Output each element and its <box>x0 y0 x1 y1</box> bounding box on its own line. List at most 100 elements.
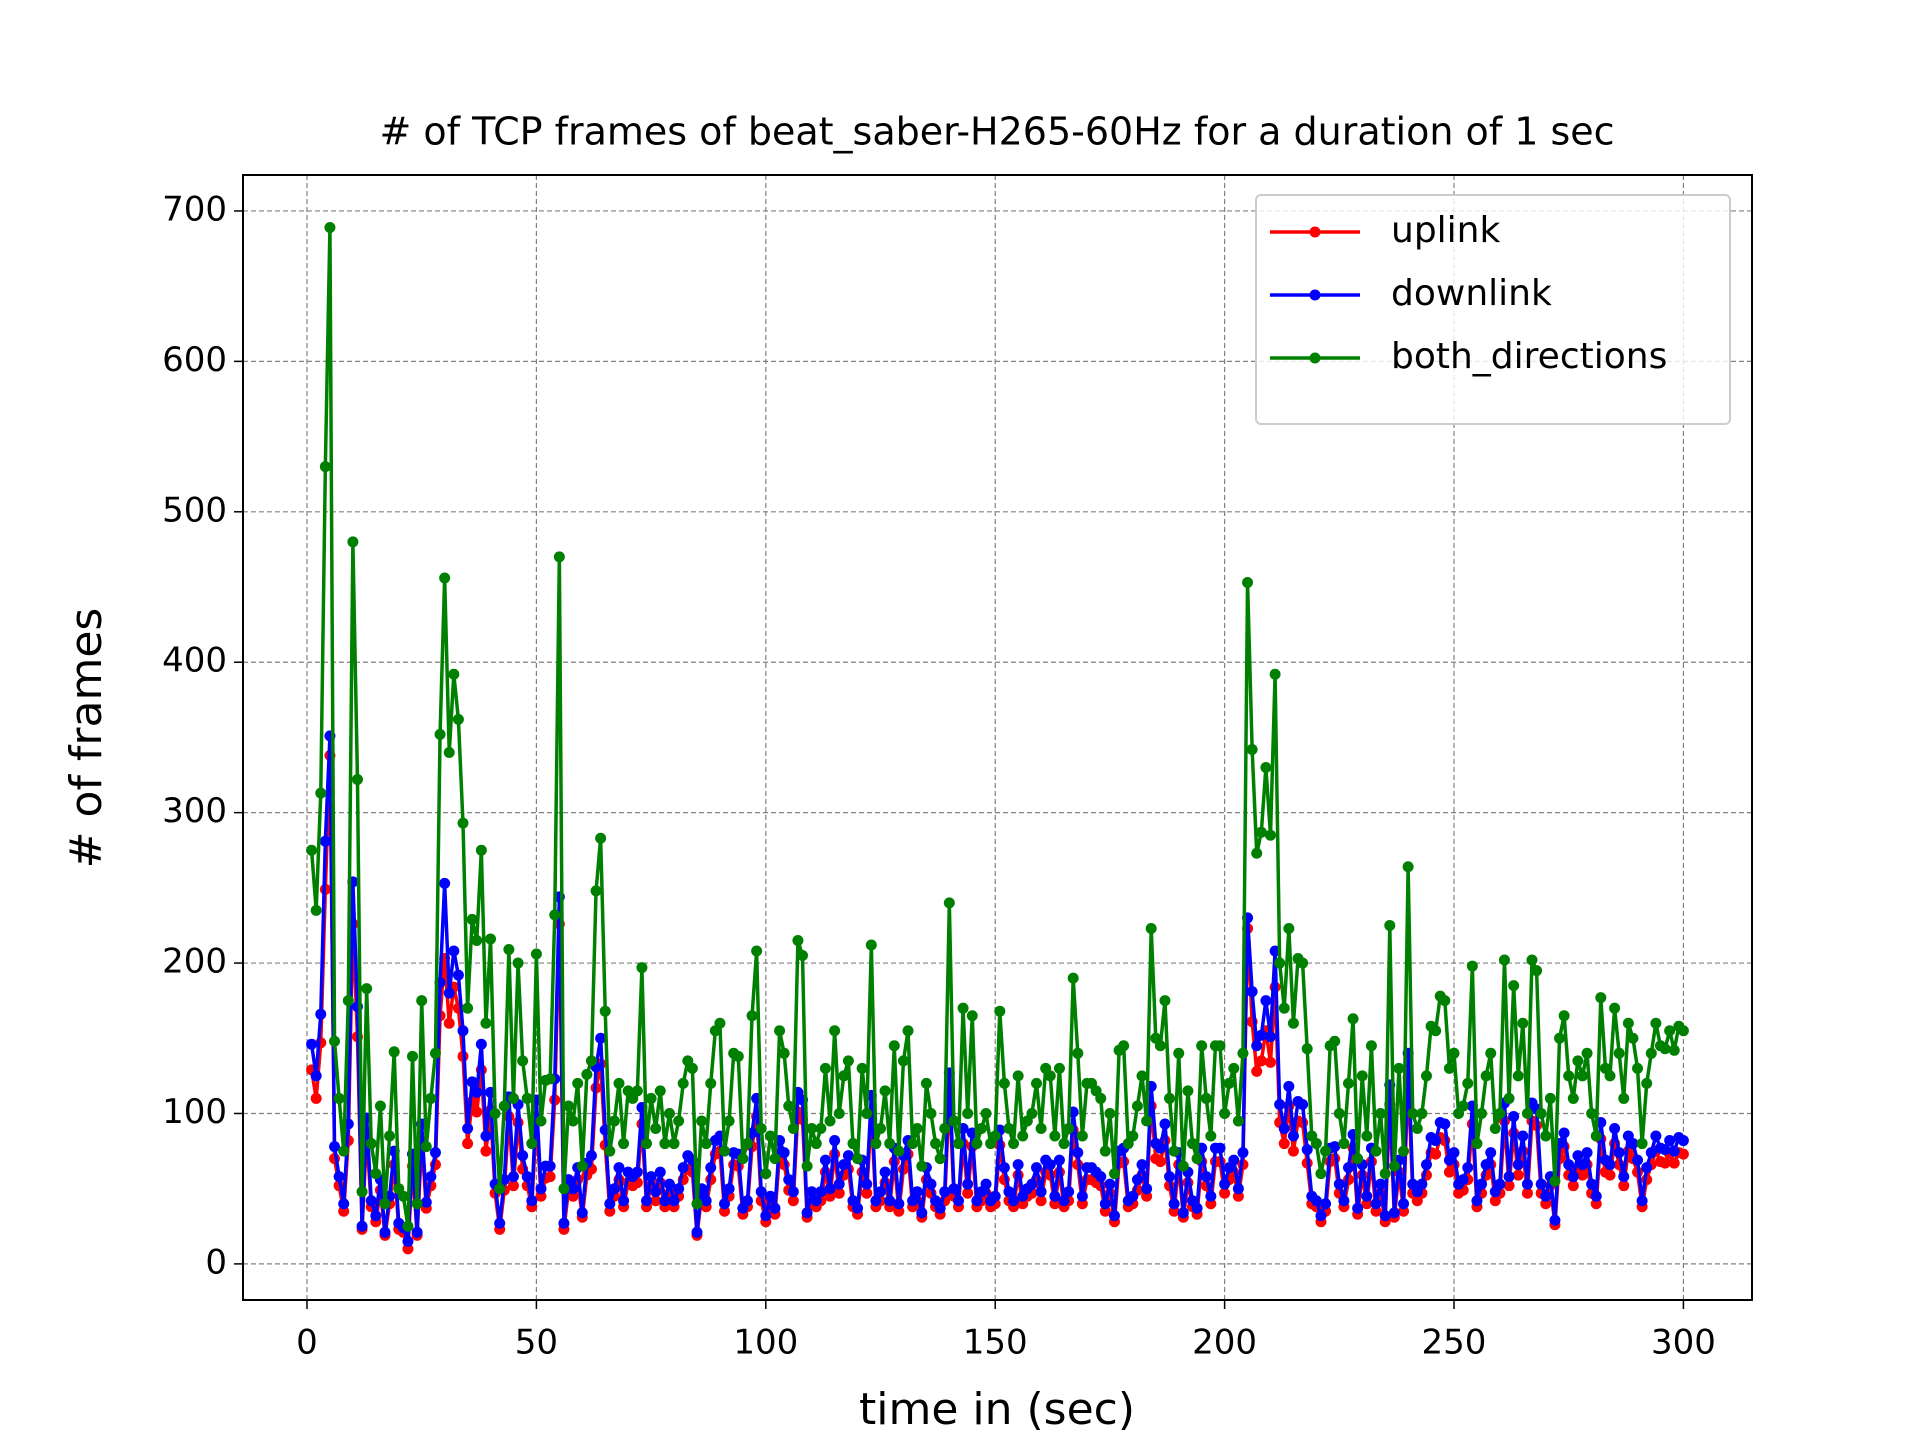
data-point <box>1219 1107 1231 1119</box>
data-point <box>379 1198 391 1210</box>
data-point <box>1219 1178 1231 1190</box>
data-point <box>365 1138 377 1150</box>
data-point <box>966 1010 978 1022</box>
data-point <box>1540 1198 1552 1210</box>
data-point <box>650 1195 662 1207</box>
data-point <box>861 1187 873 1199</box>
data-point <box>1618 1092 1630 1104</box>
data-point <box>1361 1130 1373 1142</box>
x-tick-label: 50 <box>515 1323 558 1363</box>
data-point <box>893 1205 905 1217</box>
data-point <box>333 1092 345 1104</box>
data-point <box>1141 1183 1153 1195</box>
legend-label: downlink <box>1391 273 1552 314</box>
data-point <box>838 1070 850 1082</box>
data-point <box>1622 1017 1634 1029</box>
y-tick-label: 200 <box>162 942 227 982</box>
y-axis-label: # of frames <box>61 608 112 869</box>
data-point <box>783 1174 795 1186</box>
data-point <box>1205 1190 1217 1202</box>
data-point <box>755 1123 767 1135</box>
data-point <box>1517 1130 1529 1142</box>
data-point <box>553 551 565 563</box>
data-point <box>1494 1178 1506 1190</box>
data-point <box>526 1138 538 1150</box>
data-point <box>1104 1107 1116 1119</box>
data-point <box>1118 1040 1130 1052</box>
data-point <box>329 1141 341 1153</box>
data-point <box>1223 1077 1235 1089</box>
data-point <box>778 1147 790 1159</box>
data-point <box>980 1107 992 1119</box>
data-point <box>471 1086 483 1098</box>
data-point <box>1026 1178 1038 1190</box>
data-point <box>466 1076 478 1088</box>
data-point <box>370 1168 382 1180</box>
data-point <box>480 1017 492 1029</box>
data-point <box>1398 1205 1410 1217</box>
data-point <box>1627 1138 1639 1150</box>
data-point <box>1315 1210 1327 1222</box>
data-point <box>774 1025 786 1037</box>
data-point <box>1168 1145 1180 1157</box>
data-point <box>384 1130 396 1142</box>
data-point <box>1063 1186 1075 1198</box>
data-point <box>833 1178 845 1190</box>
data-point <box>498 1100 510 1112</box>
data-point <box>650 1186 662 1198</box>
data-point <box>1104 1178 1116 1190</box>
data-point <box>1476 1178 1488 1190</box>
data-point <box>1058 1138 1070 1150</box>
data-point <box>916 1207 928 1219</box>
data-point <box>585 1150 597 1162</box>
data-point <box>1232 1115 1244 1127</box>
data-point <box>824 1183 836 1195</box>
data-point <box>1049 1198 1061 1210</box>
data-point <box>1586 1107 1598 1119</box>
data-point <box>1278 1138 1290 1150</box>
data-point <box>1173 1047 1185 1059</box>
data-point <box>641 1138 653 1150</box>
data-point <box>402 1235 414 1247</box>
data-point <box>608 1183 620 1195</box>
data-point <box>448 945 460 957</box>
data-point <box>1301 1043 1313 1055</box>
data-point <box>1232 1183 1244 1195</box>
data-point <box>1095 1171 1107 1183</box>
data-point <box>1338 1195 1350 1207</box>
data-point <box>824 1190 836 1202</box>
data-point <box>1200 1171 1212 1183</box>
data-point <box>567 1190 579 1202</box>
data-point <box>824 1115 836 1127</box>
data-point <box>1494 1107 1506 1119</box>
data-point <box>907 1195 919 1207</box>
data-point <box>356 1220 368 1232</box>
data-point <box>1439 995 1451 1007</box>
data-point <box>443 746 455 758</box>
data-point <box>975 1123 987 1135</box>
data-point <box>425 1171 437 1183</box>
data-point <box>1503 1092 1515 1104</box>
data-point <box>686 1062 698 1074</box>
data-point <box>884 1195 896 1207</box>
data-point <box>1044 1159 1056 1171</box>
data-point <box>994 1005 1006 1017</box>
data-point <box>1512 1169 1524 1181</box>
y-tick-label: 400 <box>162 641 227 681</box>
data-point <box>471 1106 483 1118</box>
data-point <box>1287 1017 1299 1029</box>
y-tick-label: 600 <box>162 340 227 380</box>
data-point <box>420 1141 432 1153</box>
data-point <box>879 1085 891 1097</box>
data-point <box>1049 1130 1061 1142</box>
data-point <box>1462 1162 1474 1174</box>
data-point <box>1141 1115 1153 1127</box>
data-point <box>1200 1092 1212 1104</box>
data-point <box>1604 1169 1616 1181</box>
data-point <box>764 1130 776 1142</box>
data-point <box>760 1210 772 1222</box>
data-point <box>852 1153 864 1165</box>
data-point <box>1664 1135 1676 1147</box>
data-point <box>1251 1040 1263 1052</box>
data-point <box>1035 1195 1047 1207</box>
